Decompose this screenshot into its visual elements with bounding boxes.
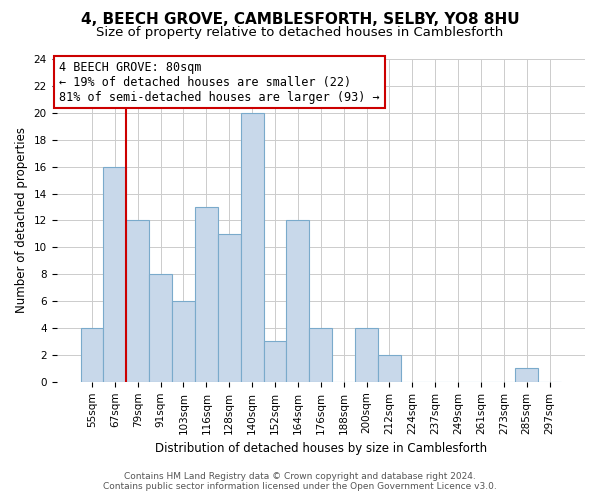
Bar <box>127 220 149 382</box>
Bar <box>310 328 332 382</box>
Bar <box>149 274 172 382</box>
Text: Size of property relative to detached houses in Camblesforth: Size of property relative to detached ho… <box>97 26 503 39</box>
Bar <box>286 220 310 382</box>
Bar <box>195 207 218 382</box>
Text: 4, BEECH GROVE, CAMBLESFORTH, SELBY, YO8 8HU: 4, BEECH GROVE, CAMBLESFORTH, SELBY, YO8… <box>80 12 520 28</box>
X-axis label: Distribution of detached houses by size in Camblesforth: Distribution of detached houses by size … <box>155 442 487 455</box>
Bar <box>355 328 378 382</box>
Bar <box>263 342 286 382</box>
Bar <box>80 328 103 382</box>
Bar <box>378 355 401 382</box>
Text: 4 BEECH GROVE: 80sqm
← 19% of detached houses are smaller (22)
81% of semi-detac: 4 BEECH GROVE: 80sqm ← 19% of detached h… <box>59 60 380 104</box>
Y-axis label: Number of detached properties: Number of detached properties <box>15 128 28 314</box>
Bar <box>515 368 538 382</box>
Bar <box>103 166 127 382</box>
Text: Contains HM Land Registry data © Crown copyright and database right 2024.
Contai: Contains HM Land Registry data © Crown c… <box>103 472 497 491</box>
Bar <box>241 113 263 382</box>
Bar <box>172 301 195 382</box>
Bar <box>218 234 241 382</box>
